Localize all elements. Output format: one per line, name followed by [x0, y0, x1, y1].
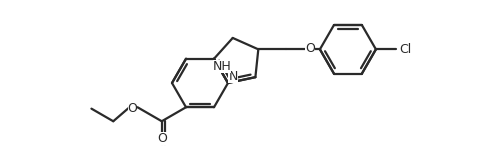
Text: O: O	[127, 102, 137, 115]
Text: N: N	[228, 70, 237, 82]
Text: Cl: Cl	[399, 43, 411, 56]
Text: O: O	[156, 132, 166, 145]
Text: NH: NH	[212, 60, 231, 73]
Text: O: O	[305, 42, 315, 55]
